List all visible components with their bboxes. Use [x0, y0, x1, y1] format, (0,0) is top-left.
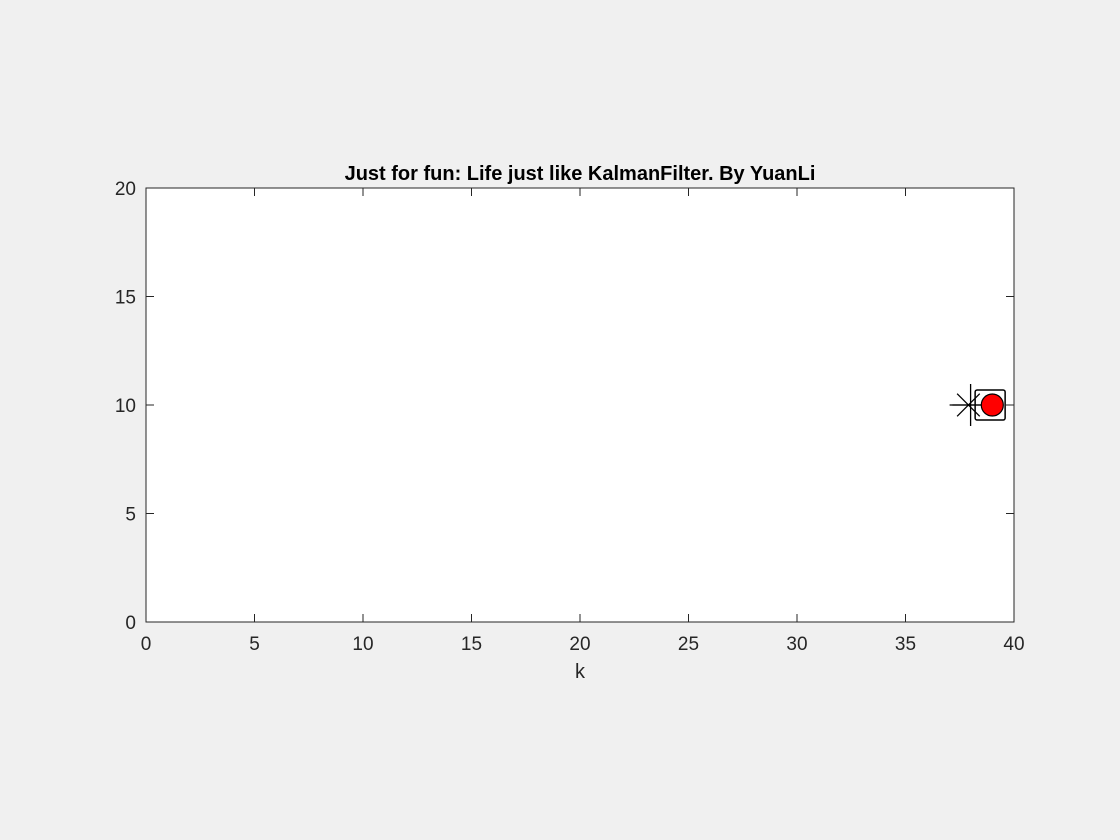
axes-box	[145, 187, 1015, 623]
filled-circle-marker	[980, 393, 1004, 417]
x-axis-label: k	[575, 661, 586, 683]
axis-tick-labels: 0 5 10 15 20 25 30 35 40 0 5 10 15 20	[115, 179, 1025, 655]
x-tick-label: 10	[352, 634, 373, 655]
square-marker	[974, 389, 1006, 421]
x-tick-label: 20	[569, 634, 590, 655]
data-markers	[949, 384, 1006, 426]
y-tick-label: 15	[115, 288, 136, 309]
x-tick-label: 5	[249, 634, 260, 655]
chart-title: Just for fun: Life just like KalmanFilte…	[345, 163, 816, 185]
x-tick-label: 30	[786, 634, 807, 655]
x-tick-label: 0	[141, 634, 152, 655]
x-tick-label: 25	[678, 634, 699, 655]
y-tick-label: 20	[115, 179, 136, 200]
x-tick-label: 15	[461, 634, 482, 655]
x-tick-label: 35	[895, 634, 916, 655]
y-tick-label: 0	[125, 613, 136, 634]
axes-background	[146, 188, 1014, 622]
y-tick-label: 5	[125, 505, 136, 526]
y-tick-label: 10	[115, 396, 136, 417]
x-tick-label: 40	[1003, 634, 1024, 655]
